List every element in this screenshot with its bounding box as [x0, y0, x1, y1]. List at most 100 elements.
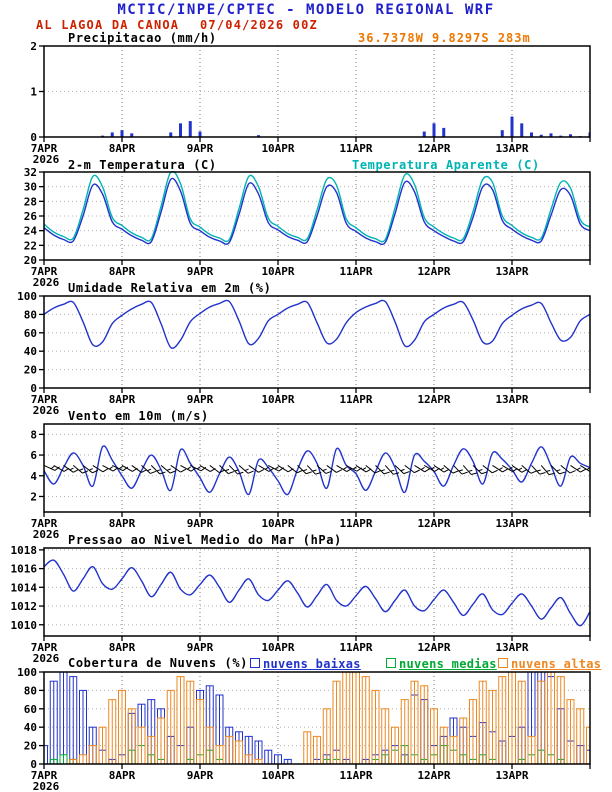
cloud-legend-label-high: nuvens altas [511, 657, 602, 671]
rh-series [44, 299, 590, 349]
cloud-legend-0: nuvens baixas [250, 657, 361, 671]
precip-bar [432, 123, 436, 137]
precip-bar [130, 133, 134, 137]
x-tick-label: 11APR [339, 769, 372, 782]
x-tick-label: 12APR [417, 142, 450, 155]
y-tick-label: 24 [24, 225, 38, 238]
y-tick-label: 2 [30, 490, 37, 503]
cloud-legend-label-mid: nuvens medias [399, 657, 497, 671]
x-tick-label: 9APR [187, 393, 214, 406]
x-tick-label: 11APR [339, 393, 372, 406]
x-tick-label: 7APR [31, 142, 58, 155]
y-tick-label: 4 [30, 470, 37, 483]
y-tick-label: 60 [24, 703, 37, 716]
x-tick-label: 9APR [187, 517, 214, 530]
x-tick-label: 12APR [417, 517, 450, 530]
y-tick-label: 1016 [11, 563, 38, 576]
x-year-label: 2026 [33, 528, 60, 541]
y-tick-label: 20 [24, 364, 37, 377]
x-tick-label: 12APR [417, 769, 450, 782]
x-tick-label: 13APR [495, 517, 528, 530]
x-tick-label: 8APR [109, 517, 136, 530]
x-tick-label: 9APR [187, 769, 214, 782]
clouds-series [44, 671, 590, 765]
precip-bar [169, 132, 173, 137]
wind-line [44, 445, 590, 496]
y-tick-label: 30 [24, 181, 37, 194]
run-datetime: 07/04/2026 00Z [200, 18, 318, 32]
precip-bar [188, 121, 192, 137]
panel-title-humidity: Umidade Relativa em 2m (%) [68, 281, 272, 295]
y-tick-label: 26 [24, 210, 38, 223]
precip-bar [539, 134, 543, 137]
panel-title-pressure: Pressao ao Nivel Medio do Mar (hPa) [68, 533, 342, 547]
panel-pressure: 1010 1012 1014 1016 1018 7APR 8APR 9APR 10APR 11A… [11, 544, 591, 665]
x-tick-label: 7APR [31, 769, 58, 782]
x-tick-label: 13APR [495, 641, 528, 654]
low-cloud-legend-box-icon [250, 658, 260, 668]
panel-frame [43, 423, 591, 513]
Temperatura Aparente (C)-line [44, 171, 590, 243]
x-tick-label: 7APR [31, 393, 58, 406]
x-year-label: 2026 [33, 276, 60, 289]
precip-bar [569, 134, 572, 137]
x-tick-label: 12APR [417, 641, 450, 654]
precip-bar [500, 130, 504, 137]
x-tick-label: 13APR [495, 769, 528, 782]
x-tick-label: 10APR [261, 641, 294, 654]
x-tick-label: 12APR [417, 265, 450, 278]
panel-title-temperature: 2-m Temperatura (C) [68, 158, 217, 172]
x-year-label: 2026 [33, 153, 60, 166]
x-tick-label: 10APR [261, 517, 294, 530]
y-tick-label: 100 [17, 666, 37, 679]
y-tick-label: 1010 [11, 619, 38, 632]
x-tick-label: 11APR [339, 641, 372, 654]
x-tick-label: 8APR [109, 769, 136, 782]
cloud-bar [586, 726, 590, 765]
panel-clouds: 0 20 40 60 80 100 7APR 8APR 9APR 10APR 11APR 12APR 1… [17, 666, 591, 792]
y-tick-label: 2 [30, 40, 37, 53]
panel-precip: 0 1 2 7APR 8APR 9APR 10APR 11APR 12APR 13APR 2026 [30, 40, 591, 166]
x-tick-label: 7APR [31, 265, 58, 278]
x-tick-label: 11APR [339, 517, 372, 530]
x-tick-label: 13APR [495, 265, 528, 278]
x-tick-label: 7APR [31, 641, 58, 654]
wind-series [44, 445, 590, 496]
pressure-line [44, 559, 590, 627]
cloud-bar [44, 745, 48, 765]
y-tick-label: 60 [24, 327, 37, 340]
x-tick-label: 8APR [109, 393, 136, 406]
precip-bar [422, 131, 426, 137]
precip-bar [549, 133, 553, 137]
x-tick-label: 7APR [31, 517, 58, 530]
precip-bar [198, 131, 202, 137]
apparent-temp-legend: Temperatura Aparente (C) [352, 158, 540, 172]
cloud-legend-label-low: nuvens baixas [263, 657, 361, 671]
panel-frame [43, 671, 591, 765]
x-year-label: 2026 [33, 780, 60, 792]
wind-barbs [44, 464, 590, 476]
x-tick-label: 8APR [109, 265, 136, 278]
x-tick-label: 13APR [495, 393, 528, 406]
x-tick-label: 10APR [261, 393, 294, 406]
x-year-label: 2026 [33, 652, 60, 665]
y-tick-label: 80 [24, 684, 37, 697]
x-tick-label: 9APR [187, 142, 214, 155]
cloud-legend-1: nuvens medias [386, 657, 497, 671]
x-tick-label: 13APR [495, 142, 528, 155]
x-tick-label: 9APR [187, 641, 214, 654]
page-title: MCTIC/INPE/CPTEC - MODELO REGIONAL WRF [117, 2, 495, 18]
x-tick-label: 11APR [339, 265, 372, 278]
precip-bar [510, 116, 514, 137]
y-tick-label: 8 [30, 428, 37, 441]
y-tick-label: 6 [30, 449, 37, 462]
x-tick-label: 9APR [187, 265, 214, 278]
precip-series [101, 116, 590, 137]
high-cloud-legend-box-icon [498, 658, 508, 668]
x-tick-label: 11APR [339, 142, 372, 155]
x-tick-label: 10APR [261, 769, 294, 782]
y-tick-label: 40 [24, 345, 37, 358]
x-tick-label: 12APR [417, 393, 450, 406]
